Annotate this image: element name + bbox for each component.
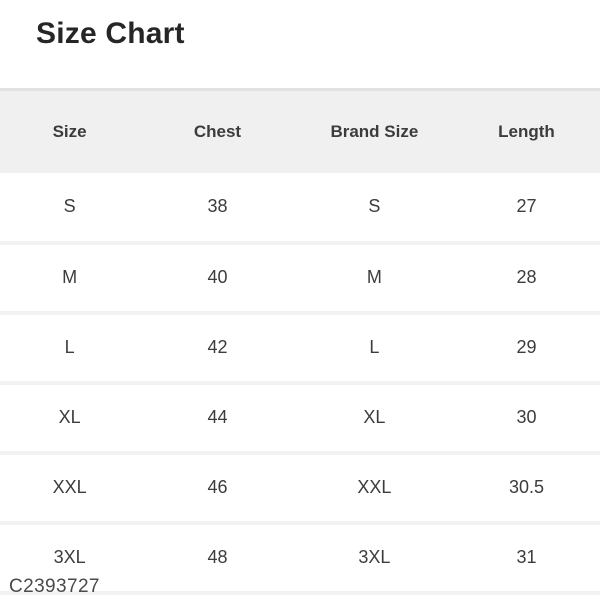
table-cell: 46	[207, 477, 228, 497]
table-cell: L	[369, 337, 380, 357]
table-cell: 30	[516, 407, 537, 427]
size-chart-table: Size Chest Brand Size Length S 38 S 27 M 40 M 2…	[0, 88, 600, 595]
page-title: Size Chart	[36, 17, 185, 50]
table-cell: 27	[516, 196, 537, 216]
table-cell: XL	[363, 407, 386, 427]
column-header-chest: Chest	[193, 121, 242, 141]
table-cell: 40	[207, 267, 228, 287]
table-cell: 3XL	[53, 547, 86, 567]
table-cell: S	[63, 196, 76, 216]
table-row: XXL 46 XXL 30.5	[0, 452, 600, 523]
table-row: XL 44 XL 30	[0, 382, 600, 453]
column-header-size: Size	[52, 121, 87, 141]
product-code: C2393727	[9, 576, 100, 597]
table-cell: XXL	[52, 477, 87, 497]
column-header-brand-size: Brand Size	[330, 121, 419, 141]
table-cell: 28	[516, 267, 537, 287]
table-cell: S	[368, 196, 381, 216]
table-cell: 42	[207, 337, 228, 357]
table-cell: 3XL	[358, 547, 391, 567]
table-row: M 40 M 28	[0, 242, 600, 313]
table-cell: 44	[207, 407, 228, 427]
table-cell: XXL	[357, 477, 392, 497]
table-cell: 29	[516, 337, 537, 357]
column-header-length: Length	[498, 121, 555, 141]
table-header: Size Chest Brand Size Length	[0, 89, 600, 173]
table-cell: M	[366, 267, 382, 287]
table-cell: XL	[58, 407, 81, 427]
size-chart-body: S 38 S 27 M 40 M 28 L 42 L 29 XL 44 XL 30 XXL 46 XXL 30.5 3X…	[0, 172, 600, 593]
table-cell: 30.5	[508, 477, 544, 497]
table-row: S 38 S 27	[0, 172, 600, 243]
table-cell: 38	[207, 196, 228, 216]
table-header-row: Size Chest Brand Size Length	[0, 89, 600, 173]
table-cell: 48	[207, 547, 228, 567]
table-row: 3XL 48 3XL 31	[0, 522, 600, 593]
table-row: L 42 L 29	[0, 312, 600, 383]
table-cell: 31	[516, 547, 537, 567]
table-cell: L	[64, 337, 75, 357]
table-cell: M	[62, 267, 78, 287]
